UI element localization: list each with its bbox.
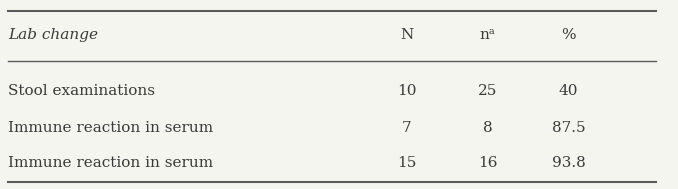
Text: 7: 7 (401, 121, 412, 135)
Text: 25: 25 (478, 84, 497, 98)
Text: 16: 16 (478, 156, 497, 170)
Text: Lab change: Lab change (8, 28, 98, 42)
Text: %: % (561, 28, 576, 42)
Text: 40: 40 (559, 84, 578, 98)
Text: 10: 10 (397, 84, 416, 98)
Text: Stool examinations: Stool examinations (8, 84, 155, 98)
Text: N: N (400, 28, 413, 42)
Text: Immune reaction in serum: Immune reaction in serum (8, 121, 214, 135)
Text: Immune reaction in serum: Immune reaction in serum (8, 156, 214, 170)
Text: 15: 15 (397, 156, 416, 170)
Text: 8: 8 (483, 121, 492, 135)
Text: nᵃ: nᵃ (479, 28, 496, 42)
Text: 93.8: 93.8 (552, 156, 585, 170)
Text: 87.5: 87.5 (552, 121, 585, 135)
